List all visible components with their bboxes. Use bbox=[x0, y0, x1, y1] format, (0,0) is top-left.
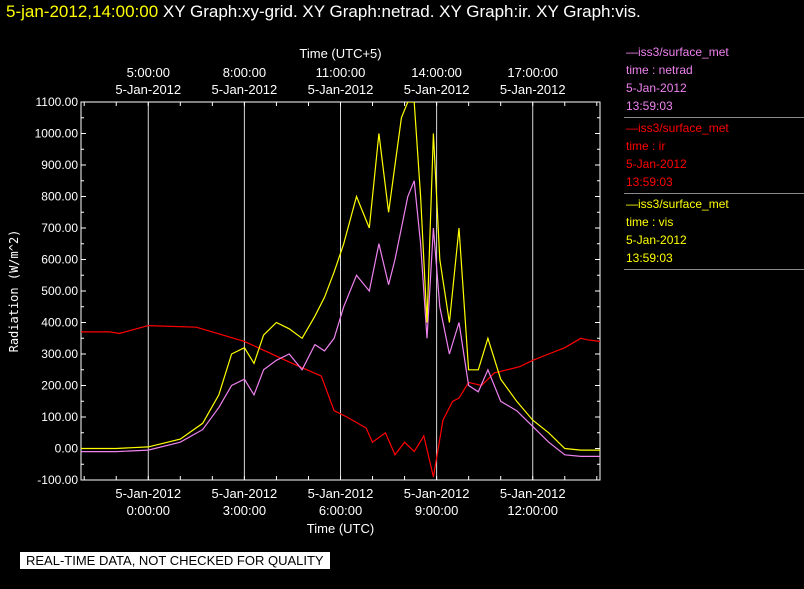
x-tick-label-date: 5-Jan-2012 bbox=[404, 486, 470, 501]
y-tick-label: 300.00 bbox=[41, 347, 78, 361]
y-tick-label: 400.00 bbox=[41, 316, 78, 330]
legend-date: 5-Jan-2012 bbox=[626, 157, 687, 171]
x2-tick-label-date: 5-Jan-2012 bbox=[500, 82, 566, 97]
x2-tick-label-date: 5-Jan-2012 bbox=[404, 82, 470, 97]
title-timestamp: 5-jan-2012,14:00:00 bbox=[6, 2, 159, 21]
legend-source: —iss3/surface_met bbox=[626, 121, 729, 135]
x-axis-label: Time (UTC) bbox=[307, 521, 374, 536]
x2-tick-label-date: 5-Jan-2012 bbox=[211, 82, 277, 97]
xy-graph: -100.00 0.00 100.00 200.00 300.00 400.00 500.0… bbox=[7, 46, 601, 536]
y-tick-label: 500.00 bbox=[41, 284, 78, 298]
x-tick-label-time: 3:00:00 bbox=[223, 503, 266, 518]
series-line-timenetrad bbox=[81, 180, 600, 457]
y-tick-label: 200.00 bbox=[41, 379, 78, 393]
x-tick-label-time: 0:00:00 bbox=[127, 503, 170, 518]
legend-source: —iss3/surface_met bbox=[626, 45, 729, 59]
x2-tick-label-time: 17:00:00 bbox=[507, 65, 558, 80]
series-line-timevis bbox=[81, 102, 600, 451]
legend-time: 13:59:03 bbox=[626, 175, 673, 189]
title-graph-list: XY Graph:xy-grid. XY Graph:netrad. XY Gr… bbox=[158, 2, 641, 21]
y-tick-label: 600.00 bbox=[41, 253, 78, 267]
legend-variable: time : ir bbox=[626, 139, 666, 153]
chart-title: 5-jan-2012,14:00:00 XY Graph:xy-grid. XY… bbox=[6, 2, 641, 22]
legend-entry-netrad[interactable]: —iss3/surface_met time : netrad 5-Jan-20… bbox=[624, 42, 804, 118]
x2-tick-label-date: 5-Jan-2012 bbox=[308, 82, 374, 97]
legend: —iss3/surface_met time : netrad 5-Jan-20… bbox=[624, 42, 804, 270]
x-tick-label-date: 5-Jan-2012 bbox=[115, 486, 181, 501]
y-tick-label: 800.00 bbox=[41, 190, 78, 204]
legend-time: 13:59:03 bbox=[626, 251, 673, 265]
legend-time: 13:59:03 bbox=[626, 99, 673, 113]
x-tick-label-time: 6:00:00 bbox=[319, 503, 362, 518]
legend-source: —iss3/surface_met bbox=[626, 197, 729, 211]
legend-variable: time : vis bbox=[626, 215, 674, 229]
y-tick-label: 700.00 bbox=[41, 221, 78, 235]
legend-entry-ir[interactable]: —iss3/surface_met time : ir 5-Jan-2012 1… bbox=[624, 118, 804, 194]
quality-disclaimer: REAL-TIME DATA, NOT CHECKED FOR QUALITY bbox=[20, 552, 330, 569]
y-axis-label: Radiation (W/m^2) bbox=[7, 230, 21, 353]
y-tick-label: 1100.00 bbox=[36, 95, 79, 109]
x2-axis-label: Time (UTC+5) bbox=[299, 46, 381, 61]
x-tick-label-date: 5-Jan-2012 bbox=[308, 486, 374, 501]
x2-tick-label-date: 5-Jan-2012 bbox=[115, 82, 181, 97]
y-tick-label: 0.00 bbox=[55, 442, 79, 456]
legend-date: 5-Jan-2012 bbox=[626, 81, 687, 95]
legend-variable: time : netrad bbox=[626, 63, 693, 77]
x-tick-label-date: 5-Jan-2012 bbox=[500, 486, 566, 501]
x-tick-label-time: 12:00:00 bbox=[507, 503, 558, 518]
x2-tick-label-time: 14:00:00 bbox=[411, 65, 462, 80]
x-tick-label-time: 9:00:00 bbox=[415, 503, 458, 518]
legend-entry-vis[interactable]: —iss3/surface_met time : vis 5-Jan-2012 … bbox=[624, 194, 804, 270]
x2-tick-label-time: 11:00:00 bbox=[316, 65, 366, 80]
y-tick-label: 900.00 bbox=[41, 158, 78, 172]
y-tick-label: -100.00 bbox=[37, 473, 78, 487]
x-tick-label-date: 5-Jan-2012 bbox=[211, 486, 277, 501]
legend-date: 5-Jan-2012 bbox=[626, 233, 687, 247]
series-line-timeir bbox=[81, 324, 600, 478]
y-tick-label: 100.00 bbox=[41, 410, 78, 424]
x2-tick-label-time: 5:00:00 bbox=[127, 65, 170, 80]
y-tick-label: 1000.00 bbox=[35, 127, 79, 141]
x2-tick-label-time: 8:00:00 bbox=[223, 65, 266, 80]
